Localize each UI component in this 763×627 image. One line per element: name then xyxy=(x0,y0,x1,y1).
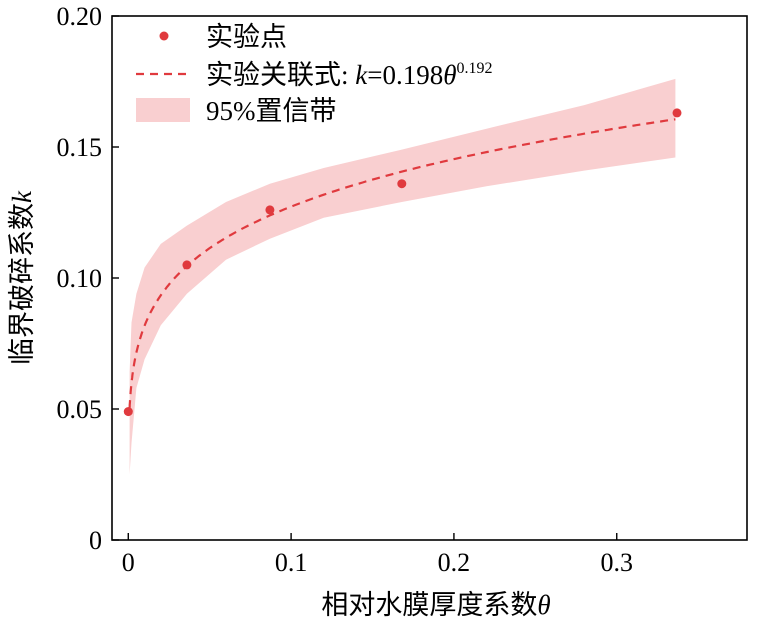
y-tick-label: 0.05 xyxy=(57,395,103,424)
y-tick-label: 0.20 xyxy=(57,2,103,31)
confidence-band-layer xyxy=(129,78,676,475)
x-tick-label: 0.2 xyxy=(438,548,471,577)
legend-marker-points xyxy=(159,31,169,41)
y-tick-label: 0 xyxy=(89,526,102,555)
legend-fit-colon: : xyxy=(341,60,355,90)
legend-label-band: 95%置信带 xyxy=(206,96,337,126)
x-tick-label: 0.1 xyxy=(275,548,308,577)
data-point xyxy=(397,179,407,189)
legend-marker-band xyxy=(136,98,190,122)
legend: 实验点 实验关联式: k=0.198θ0.192 95%置信带 xyxy=(136,22,493,126)
x-tick-label: 0 xyxy=(122,548,135,577)
y-tick-label: 0.15 xyxy=(57,133,103,162)
legend-fit-base: θ xyxy=(443,60,456,90)
legend-fit-lhs: k xyxy=(355,60,368,90)
data-point xyxy=(123,407,133,417)
x-axis-title: 相对水膜厚度系数θ xyxy=(321,590,550,620)
legend-fit-name: 实验关联式 xyxy=(206,60,341,90)
y-axis-title-symbol: k xyxy=(7,190,37,203)
x-tick-label: 0.3 xyxy=(600,548,633,577)
confidence-band xyxy=(129,78,676,475)
x-axis-ticks: 0 0.1 0.2 0.3 xyxy=(122,533,633,577)
data-points-layer xyxy=(123,108,682,417)
x-axis-title-symbol: θ xyxy=(537,590,550,620)
fit-line-layer xyxy=(128,118,676,409)
x-axis-title-text: 相对水膜厚度系数 xyxy=(321,590,537,620)
data-point xyxy=(182,260,192,270)
legend-label-fit: 实验关联式: k=0.198θ0.192 xyxy=(206,60,493,90)
y-axis-ticks: 0 0.05 0.10 0.15 0.20 xyxy=(57,2,119,555)
legend-label-points: 实验点 xyxy=(206,22,287,52)
y-tick-label: 0.10 xyxy=(57,264,103,293)
fit-curve xyxy=(128,118,676,409)
data-point xyxy=(265,205,275,215)
y-axis-title: 临界破碎系数k xyxy=(7,190,37,365)
legend-fit-exponent: 0.192 xyxy=(457,60,493,77)
data-point xyxy=(672,108,682,118)
y-axis-title-text: 临界破碎系数 xyxy=(7,203,37,365)
legend-fit-rhs: =0.198 xyxy=(367,60,443,90)
